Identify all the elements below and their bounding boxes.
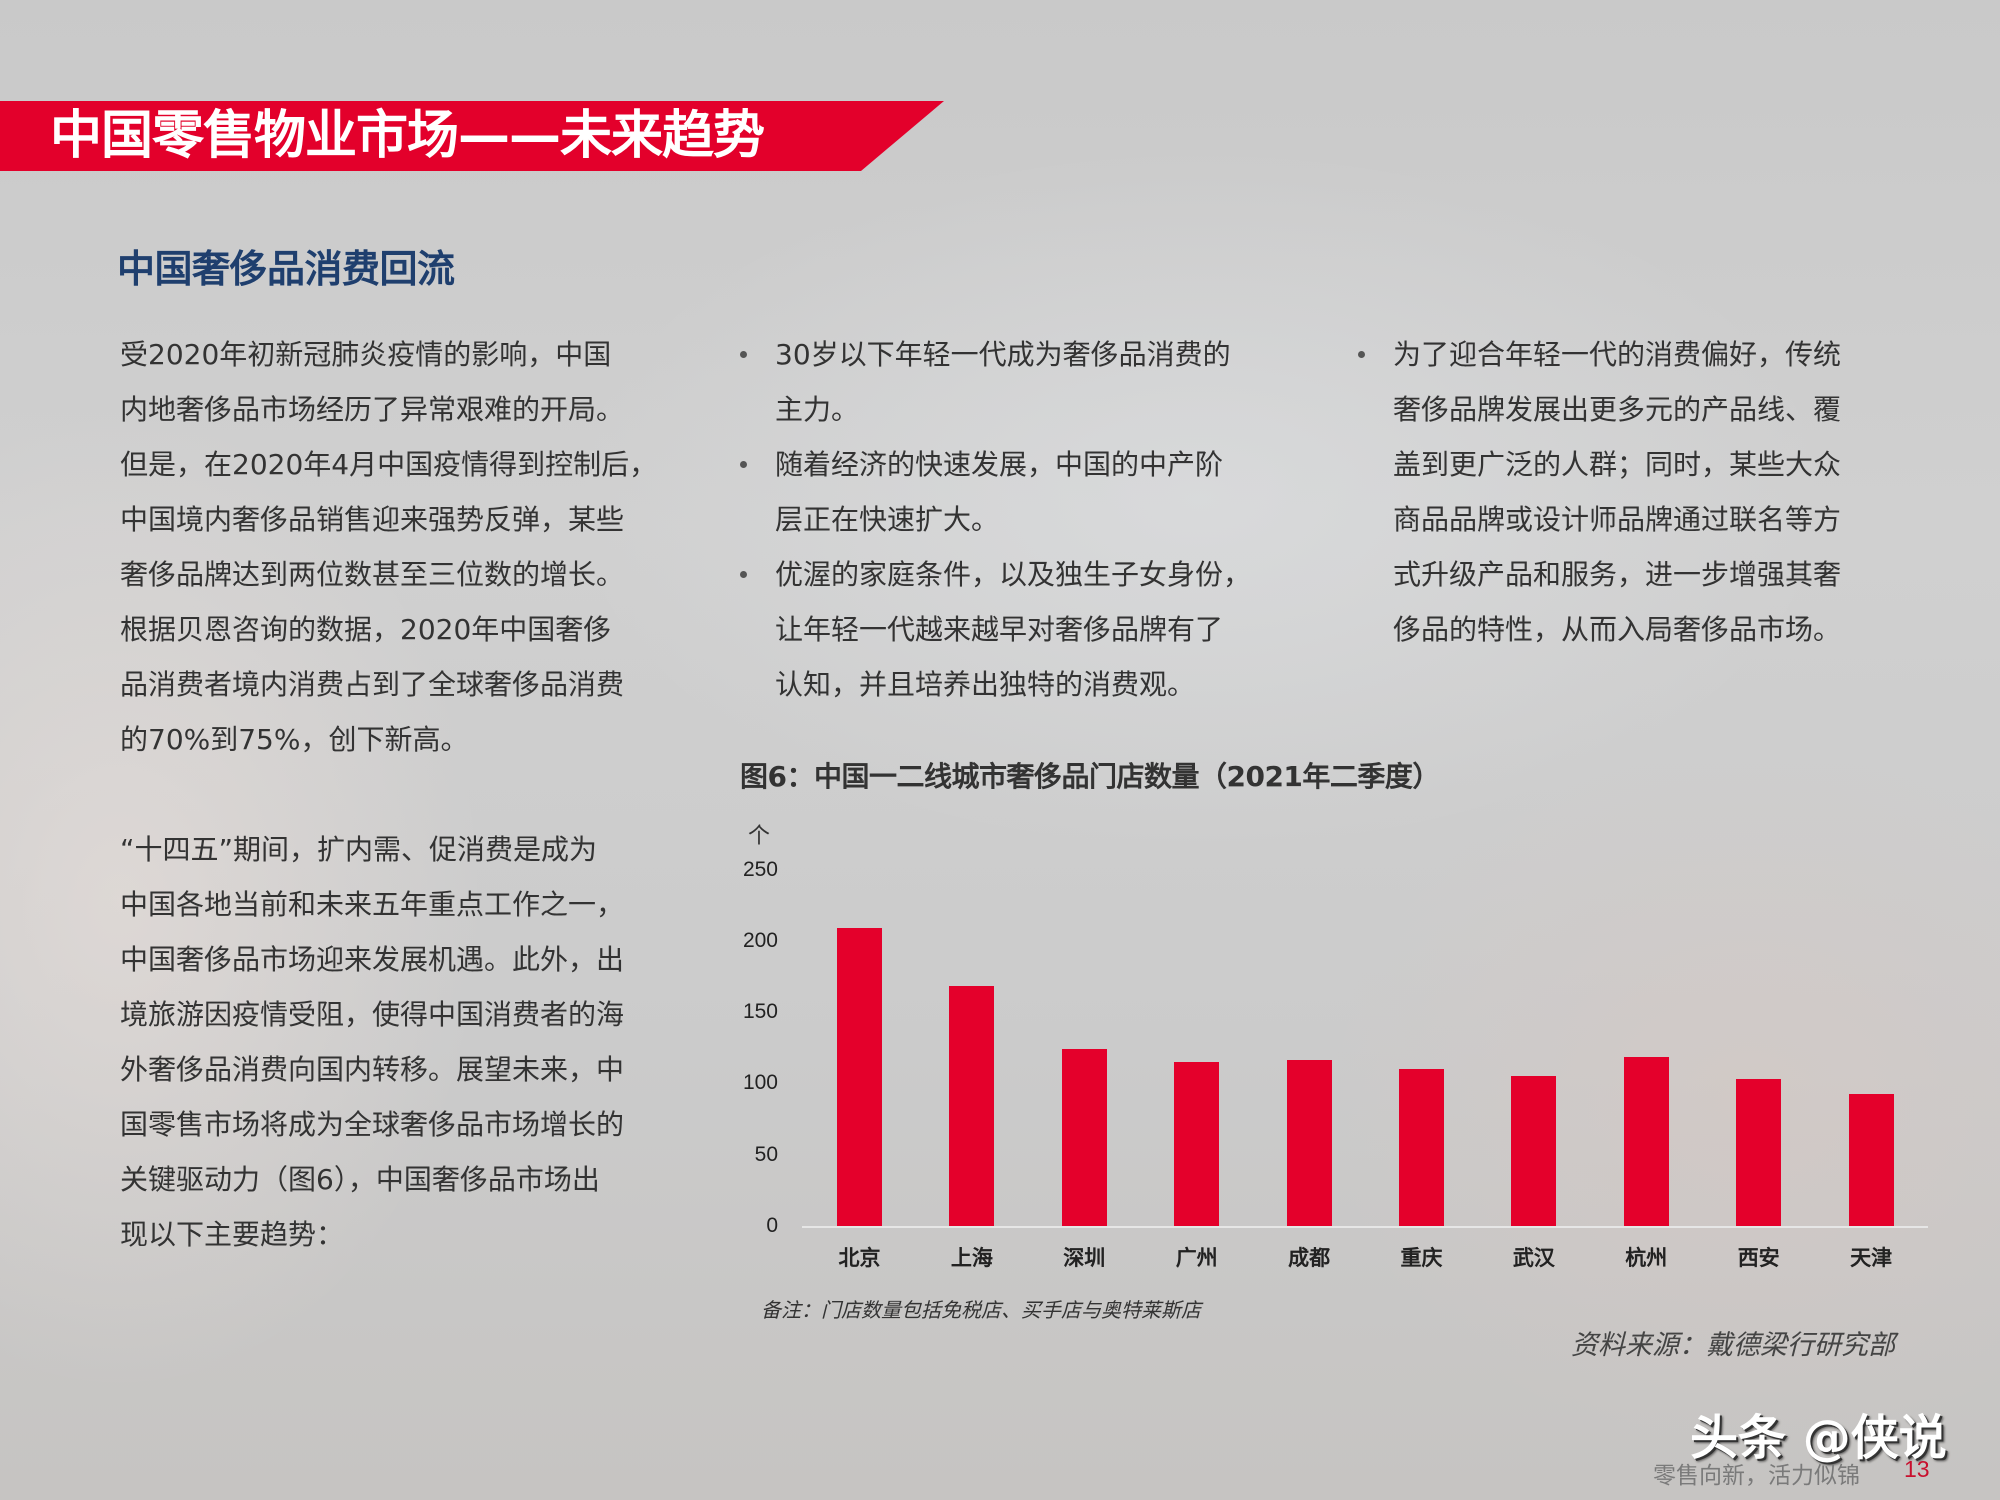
bullet-text-line: 优渥的家庭条件，以及独生子女身份， [775,558,1252,591]
y-tick-label: 0 [766,1214,778,1237]
text-line: 现以下主要趋势： [120,1218,345,1251]
y-tick-label: 250 [742,857,778,881]
bullet-text-line: 主力。 [775,393,860,426]
bullet-text-line: 式升级产品和服务，进一步增强其奢 [1393,558,1842,591]
text-line: 的70%到75%，创下新高。 [120,723,469,756]
bullet-dot-icon [1358,351,1365,358]
chart-title: 图6：中国一二线城市奢侈品门店数量（2021年二季度） [740,760,1440,793]
bullet-text-line: 让年轻一代越来越早对奢侈品牌有了 [775,613,1224,646]
bullet-item: 30岁以下年轻一代成为奢侈品消费的 主力。 [740,327,1251,437]
bullet-text-line: 30岁以下年轻一代成为奢侈品消费的 [775,338,1231,371]
y-tick-label: 200 [742,928,778,952]
bullet-text-line: 奢侈品牌发展出更多元的产品线、覆 [1393,393,1842,426]
x-axis-line [802,1226,1928,1228]
y-axis-unit-label: 个 [748,824,771,849]
y-tick-label: 150 [742,1000,778,1024]
bullet-item: 随着经济的快速发展，中国的中产阶 层正在快速扩大。 [740,437,1251,547]
x-tick-label: 武汉 [1512,1246,1555,1270]
bullet-dot-icon [740,571,747,578]
text-line: 但是，在2020年4月中国疫情得到控制后， [120,448,658,481]
right-bullet-list: 为了迎合年轻一代的消费偏好，传统 奢侈品牌发展出更多元的产品线、覆 盖到更广泛的人群… [1358,327,1841,657]
text-line: 品消费者境内消费占到了全球奢侈品消费 [120,668,625,701]
bullet-text-line: 认知，并且培养出独特的消费观。 [775,668,1196,701]
bullet-text-line: 盖到更广泛的人群；同时，某些大众 [1393,448,1842,481]
page-number: 13 [1904,1456,1930,1482]
text-line: 内地奢侈品市场经历了异常艰难的开局。 [120,393,625,426]
bar [837,927,882,1227]
bullet-dot-icon [740,351,747,358]
x-tick-label: 杭州 [1625,1246,1668,1270]
x-tick-label: 上海 [950,1246,993,1270]
page-title: 中国零售物业市场——未来趋势 [50,106,765,166]
bullet-text-line: 商品品牌或设计师品牌通过联名等方 [1393,503,1842,536]
section-title: 中国奢侈品消费回流 [117,247,455,291]
text-line: “十四五”期间，扩内需、促消费是成为 [120,833,598,866]
watermark: 头条 @侠说 [1690,1410,1947,1466]
bar [1061,1048,1107,1227]
x-tick-label: 成都 [1288,1246,1331,1270]
bar [1399,1068,1444,1227]
text-line: 国零售市场将成为全球奢侈品市场增长的 [120,1108,625,1141]
bullet-item: 为了迎合年轻一代的消费偏好，传统 奢侈品牌发展出更多元的产品线、覆 盖到更广泛的人群… [1358,327,1841,657]
x-tick-label: 重庆 [1400,1246,1443,1270]
text-line: 中国各地当前和未来五年重点工作之一， [120,888,625,921]
text-line: 中国境内奢侈品销售迎来强势反弹，某些 [120,503,625,536]
x-tick-label: 北京 [838,1246,881,1270]
text-line: 关键驱动力（图6），中国奢侈品市场出 [120,1163,600,1196]
bullet-text-line: 层正在快速扩大。 [775,503,1000,536]
text-line: 受2020年初新冠肺炎疫情的影响，中国 [120,338,612,371]
text-line: 根据贝恩咨询的数据，2020年中国奢侈 [120,613,612,646]
bullet-text-line: 侈品的特性，从而入局奢侈品市场。 [1393,613,1842,646]
bar [1623,1057,1669,1227]
bar [1511,1075,1557,1227]
x-tick-label: 广州 [1175,1246,1218,1270]
bullet-dot-icon [740,461,747,468]
middle-bullet-list: 30岁以下年轻一代成为奢侈品消费的 主力。 随着经济的快速发展，中国的中产阶 层正在快… [740,327,1251,712]
bar [1286,1060,1332,1227]
bullet-text-line: 随着经济的快速发展，中国的中产阶 [775,448,1224,481]
bullet-item: 优渥的家庭条件，以及独生子女身份， 让年轻一代越来越早对奢侈品牌有了 认知，并且培养… [740,547,1251,712]
bar [1848,1094,1894,1227]
header-banner [0,101,944,171]
bullet-text-line: 为了迎合年轻一代的消费偏好，传统 [1393,338,1842,371]
left-paragraph-2: “十四五”期间，扩内需、促消费是成为 中国各地当前和未来五年重点工作之一， 中国奢侈… [120,822,624,1262]
text-line: 外奢侈品消费向国内转移。展望未来，中 [120,1053,625,1086]
bar [949,986,995,1227]
text-line: 奢侈品牌达到两位数甚至三位数的增长。 [120,558,625,591]
left-paragraph-1: 受2020年初新冠肺炎疫情的影响，中国 内地奢侈品市场经历了异常艰难的开局。 但是，… [120,327,657,767]
y-tick-label: 50 [754,1142,778,1166]
x-tick-label: 西安 [1737,1246,1780,1270]
x-tick-label: 深圳 [1063,1246,1106,1270]
x-tick-label: 天津 [1850,1246,1893,1270]
y-tick-label: 100 [742,1071,778,1095]
footer-slogan: 零售向新，活力似锦 [1653,1463,1860,1489]
bar [1736,1078,1782,1227]
chart-note: 备注：门店数量包括免税店、买手店与奥特莱斯店 [761,1298,1201,1322]
text-line: 境旅游因疫情受阻，使得中国消费者的海 [120,998,625,1031]
bar [1174,1061,1220,1227]
text-line: 中国奢侈品市场迎来发展机遇。此外，出 [120,943,625,976]
chart-source: 资料来源：戴德梁行研究部 [1571,1330,1895,1361]
